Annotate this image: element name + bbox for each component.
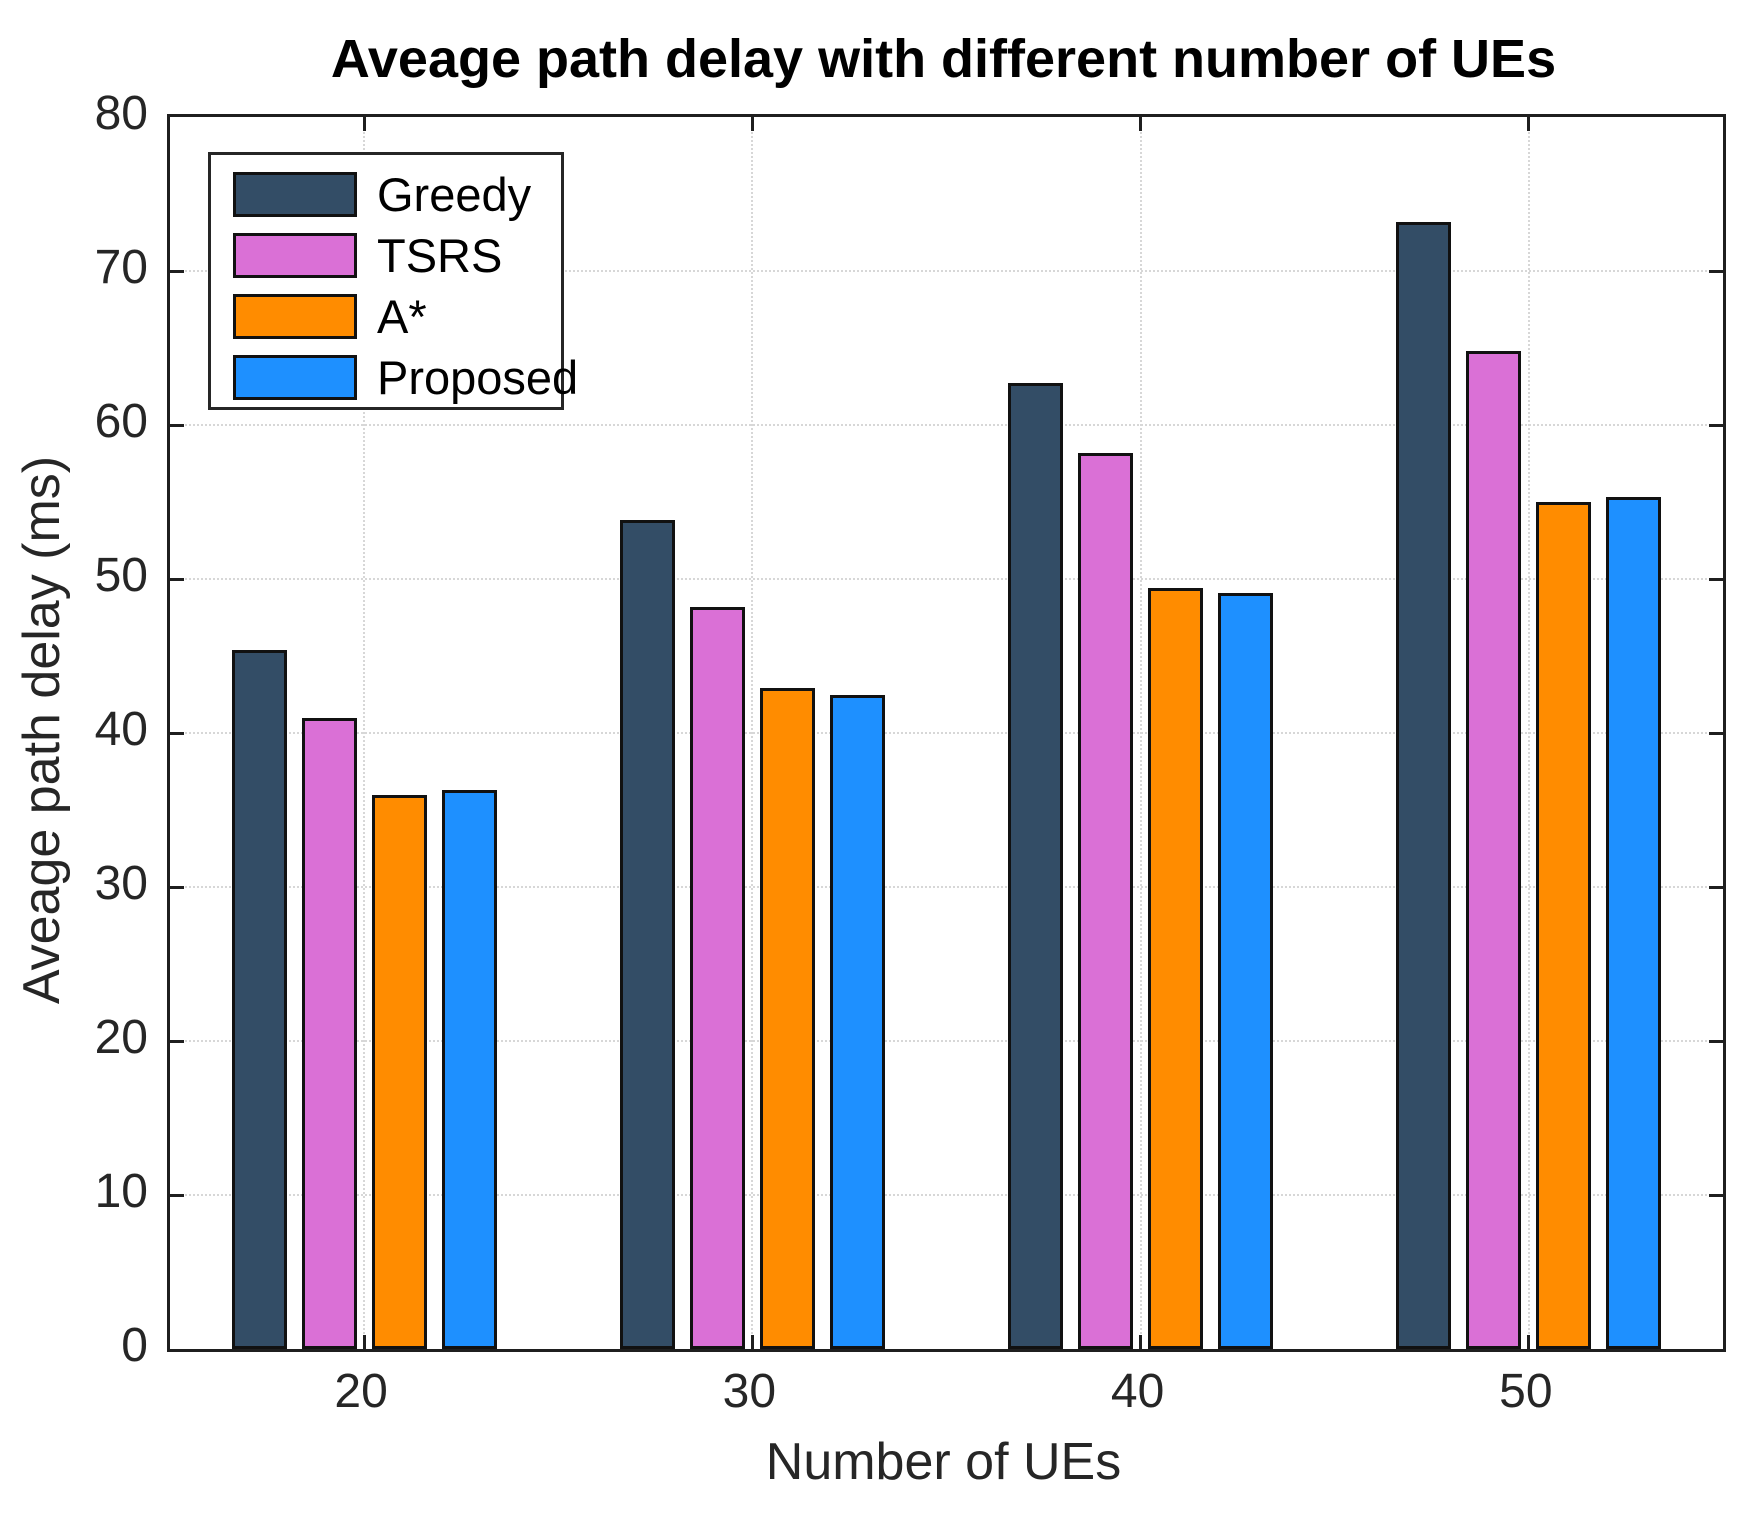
legend-label-greedy: Greedy	[377, 167, 532, 221]
legend-item-tsrs: TSRS	[233, 229, 502, 282]
y-axis-tick-right	[1709, 1039, 1723, 1043]
y-axis-tick-right	[1709, 269, 1723, 273]
x-axis-tick-top	[1527, 117, 1531, 131]
bar-greedy-20	[231, 649, 287, 1349]
x-axis-tick-bottom	[362, 1335, 366, 1349]
bar-greedy-30	[619, 520, 675, 1349]
y-tick-label: 60	[94, 395, 148, 448]
y-axis-tick-right	[1709, 423, 1723, 427]
h-gridline	[170, 732, 1723, 734]
y-tick-label: 20	[94, 1011, 148, 1064]
chart-title: Aveage path delay with different number …	[330, 29, 1557, 89]
bar-proposed-40	[1218, 592, 1274, 1349]
y-axis-tick-left	[170, 577, 184, 581]
bar-tsrs-40	[1078, 452, 1134, 1349]
bar-proposed-50	[1606, 497, 1662, 1349]
y-axis-tick-left	[170, 885, 184, 889]
h-gridline	[170, 886, 1723, 888]
bar-tsrs-50	[1466, 351, 1522, 1349]
plot-area: Greedy TSRS A* Proposed	[167, 114, 1726, 1352]
v-gridline	[1139, 117, 1142, 1349]
x-axis-tick-top	[362, 117, 366, 131]
y-axis-tick-right	[1709, 1193, 1723, 1197]
legend-swatch-astar	[233, 293, 357, 339]
y-axis-tick-left	[170, 423, 184, 427]
bar-tsrs-20	[301, 717, 357, 1349]
legend-item-greedy: Greedy	[233, 168, 531, 221]
legend-label-proposed: Proposed	[377, 350, 579, 404]
v-gridline	[363, 117, 366, 1349]
h-gridline	[170, 270, 1723, 272]
bar-proposed-20	[441, 789, 497, 1349]
v-gridline	[1527, 117, 1530, 1349]
x-axis-label: Number of UEs	[765, 1433, 1122, 1491]
x-axis-tick-top	[1139, 117, 1143, 131]
legend-swatch-tsrs	[233, 232, 357, 278]
x-axis-tick-bottom	[1139, 1335, 1143, 1349]
legend-item-astar: A*	[233, 290, 427, 343]
legend-swatch-proposed	[233, 354, 357, 400]
bar-a-40	[1148, 588, 1204, 1349]
y-axis-tick-right	[1709, 885, 1723, 889]
legend-label-tsrs: TSRS	[377, 228, 503, 282]
y-tick-label: 70	[94, 241, 148, 294]
legend: Greedy TSRS A* Proposed	[208, 152, 578, 410]
y-tick-label: 80	[94, 87, 148, 140]
legend-swatch-greedy	[233, 171, 357, 217]
bar-greedy-40	[1008, 383, 1064, 1349]
h-gridline	[170, 578, 1723, 580]
y-tick-label: 50	[94, 549, 148, 602]
bar-a-20	[371, 794, 427, 1349]
x-tick-label: 30	[722, 1365, 777, 1418]
bar-proposed-30	[829, 694, 885, 1349]
h-gridline	[170, 1040, 1723, 1042]
y-axis-tick-right	[1709, 577, 1723, 581]
x-axis-tick-bottom	[1527, 1335, 1531, 1349]
x-axis-tick-top	[750, 117, 754, 131]
h-gridline	[170, 424, 1723, 426]
h-gridline	[170, 1194, 1723, 1196]
y-tick-label: 40	[94, 703, 148, 756]
bar-a-50	[1536, 502, 1592, 1349]
legend-label-astar: A*	[377, 289, 427, 343]
legend-item-proposed: Proposed	[233, 351, 578, 404]
y-axis-tick-left	[170, 1039, 184, 1043]
x-tick-label: 20	[334, 1365, 388, 1418]
y-axis-tick-left	[170, 1193, 184, 1197]
y-axis-tick-right	[1709, 731, 1723, 735]
bar-greedy-50	[1396, 221, 1452, 1349]
x-tick-label: 50	[1499, 1365, 1553, 1418]
bar-a-30	[759, 688, 815, 1349]
y-axis-tick-left	[170, 269, 184, 273]
v-gridline	[751, 117, 754, 1349]
y-tick-label: 30	[94, 857, 148, 910]
y-axis-tick-left	[170, 731, 184, 735]
bar-tsrs-30	[689, 606, 745, 1349]
y-tick-label: 0	[121, 1319, 148, 1372]
y-tick-label: 10	[94, 1165, 148, 1218]
x-axis-tick-bottom	[750, 1335, 754, 1349]
x-tick-label: 40	[1110, 1365, 1165, 1418]
